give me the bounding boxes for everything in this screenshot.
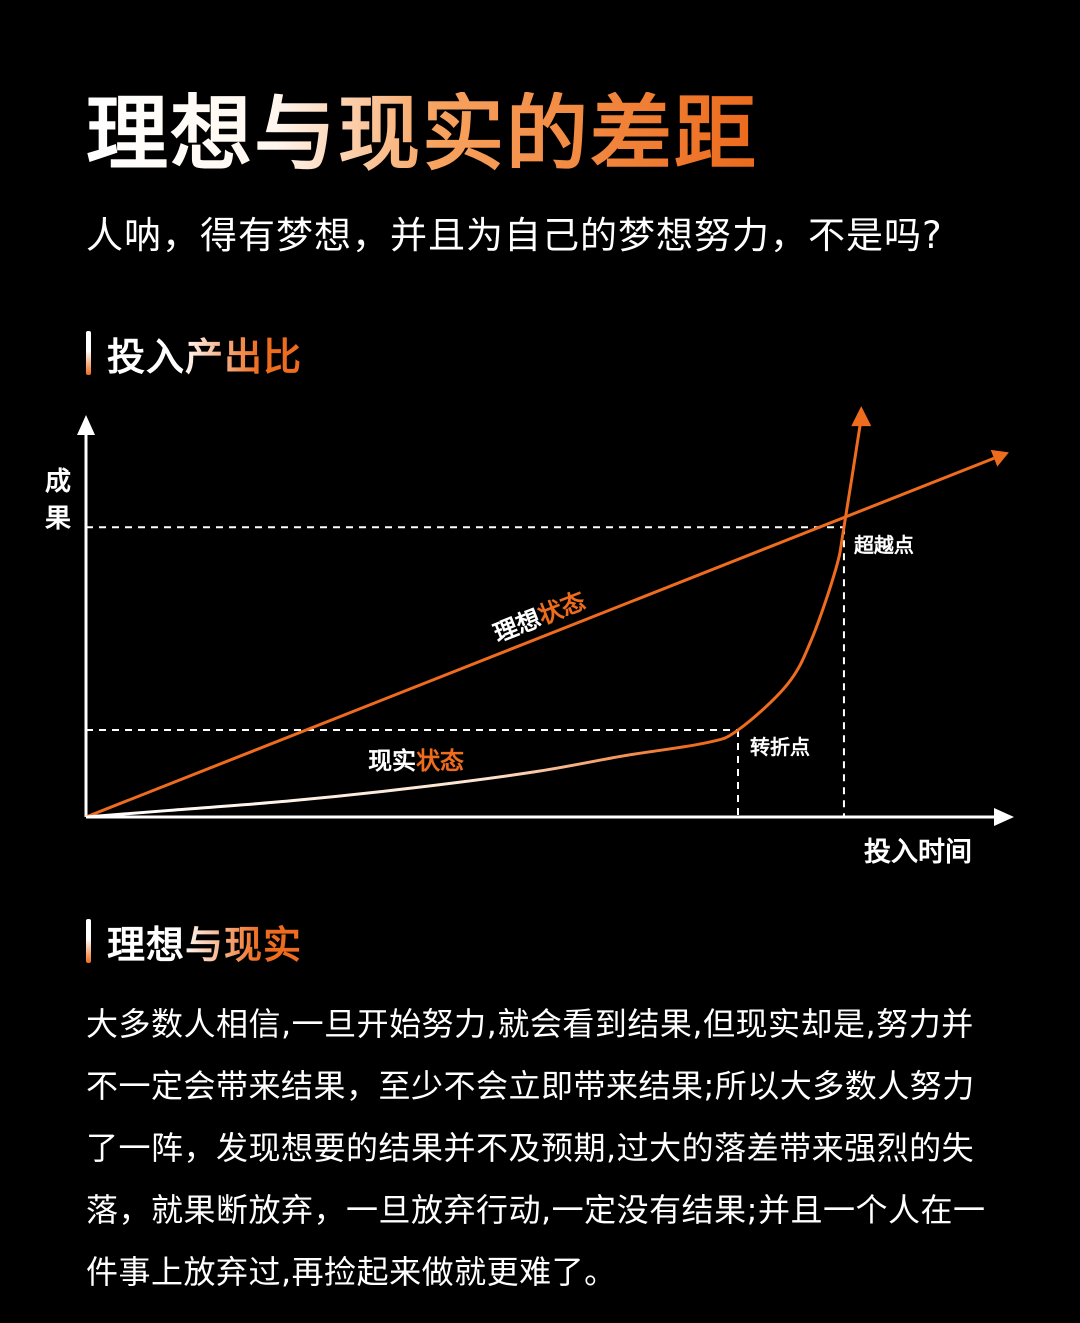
- series-line-ideal: [85, 456, 995, 819]
- page-title: 理想与现实的差距: [86, 87, 759, 182]
- series-arrow-ideal-icon: [990, 449, 1009, 467]
- section-title: 理想与现实: [107, 914, 302, 969]
- annotation-overtake-point: 超越点: [853, 533, 914, 557]
- x-axis-label: 投入时间: [864, 837, 972, 868]
- series-arrow-real-icon: [851, 406, 872, 427]
- section-accent-bar: [86, 331, 91, 375]
- series-line-real: [85, 423, 862, 819]
- y-axis-arrow-icon: [77, 415, 95, 435]
- section-title: 投入产出比: [107, 326, 302, 381]
- y-axis-label: 成: [45, 467, 71, 497]
- page-subtitle: 人呐，得有梦想，并且为自己的梦想努力，不是吗?: [86, 214, 943, 257]
- x-axis-arrow-icon: [994, 808, 1014, 826]
- series-label-real: 现实状态: [368, 747, 464, 775]
- annotation-turning-point: 转折点: [750, 735, 810, 759]
- section-header-input-output: 投入产出比: [86, 330, 302, 379]
- section-header-ideal-reality: 理想与现实: [86, 918, 302, 967]
- body-paragraph: 大多数人相信,一旦开始努力,就会看到结果,但现实却是,努力并不一定会带来结果，至…: [86, 1005, 986, 1291]
- y-axis-label: 果: [45, 504, 71, 534]
- section-accent-bar: [86, 919, 91, 963]
